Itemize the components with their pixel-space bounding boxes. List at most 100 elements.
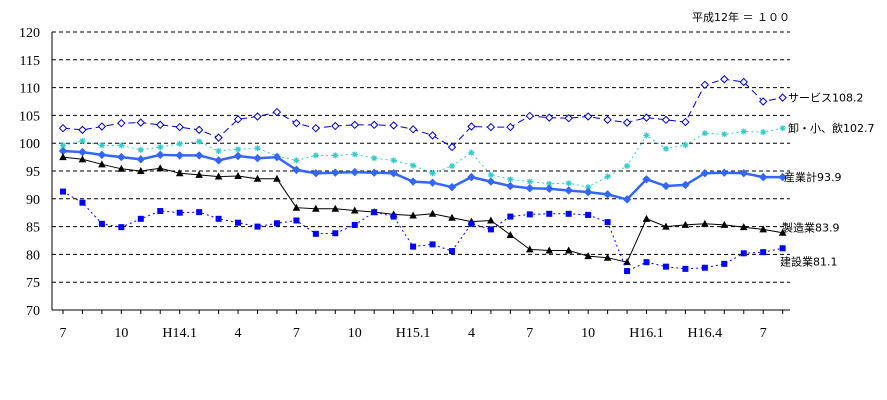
series-label-manufacturing: 製造業83.9 [782,221,840,235]
service-point [253,112,262,121]
wholesale-point [293,157,300,164]
service-point [58,123,68,133]
total-point [408,177,418,186]
wholesale-point [235,146,242,153]
construction-point [293,217,300,224]
construction-point [721,260,728,267]
total-point [97,150,107,160]
series-wholesale [60,125,786,191]
construction-point [215,215,222,222]
total-point [758,172,768,182]
x-tick-label: 7 [60,326,67,341]
manufacturing-point [564,246,573,254]
manufacturing-point [312,204,320,212]
x-tick-label: 7 [293,326,300,341]
wholesale-line [62,127,783,188]
wholesale-point [624,162,631,169]
total-point [739,169,748,178]
service-point [681,117,690,127]
wholesale-point [760,129,767,136]
y-tick-label: 110 [20,82,40,97]
service-point [739,77,748,87]
total-line [62,149,783,201]
construction-point [176,209,183,216]
manufacturing-point [234,172,242,180]
manufacturing-point [253,174,262,182]
service-point [622,118,632,127]
total-point [603,190,612,199]
manufacturing-point [214,172,223,180]
wholesale-point [312,152,319,159]
wholesale-point [507,176,514,183]
service-point [272,107,282,117]
manufacturing-point [681,220,690,228]
y-tick-label: 70 [26,304,40,319]
x-tick-label: 7 [760,326,767,341]
manufacturing-point [584,252,592,260]
series-total [58,146,787,204]
service-point [583,112,593,121]
manufacturing-point [350,206,359,214]
total-point [272,152,282,162]
total-point [78,147,87,157]
total-point [175,151,184,160]
total-point [117,152,126,162]
manufacturing-point [428,209,437,217]
construction-point [312,230,319,237]
total-point [214,156,223,165]
manufacturing-point [739,223,748,231]
wholesale-point [468,149,475,156]
manufacturing-point [448,213,456,221]
series-construction [60,188,786,275]
manufacturing-point [623,258,631,266]
wholesale-point [487,171,494,178]
construction-point [701,264,708,271]
service-point [720,75,729,84]
wholesale-point [390,157,397,164]
total-point [642,175,651,184]
x-tick-label: 10 [114,326,128,341]
construction-point [254,223,261,230]
service-point [156,120,165,130]
x-tick-label: H16.4 [688,326,723,341]
wholesale-point [79,137,86,144]
construction-point [235,219,242,226]
wholesale-point [371,155,378,162]
service-point [428,131,437,140]
service-point [97,122,107,131]
series-manufacturing [59,153,787,266]
service-point [700,80,710,90]
series-label-wholesale: 卸・小、飲102.7 [788,121,875,135]
service-point [467,122,476,131]
y-tick-label: 80 [26,248,40,263]
wholesale-point [643,132,650,139]
service-point [175,122,184,132]
construction-point [779,245,786,252]
total-point [545,184,554,193]
manufacturing-point [506,230,515,238]
x-tick-label: H16.1 [629,326,664,341]
wholesale-point [410,162,417,169]
manufacturing-point [545,246,554,254]
manufacturing-point [273,174,281,182]
manufacturing-point [759,225,767,233]
service-point [525,111,535,121]
service-point [214,133,223,142]
total-point [720,168,729,177]
construction-point [351,221,358,228]
wholesale-point [429,170,436,177]
construction-point [682,265,689,272]
service-point [292,118,301,128]
construction-point [604,219,611,226]
series-label-construction: 建設業81.1 [780,254,838,268]
service-point [311,123,321,133]
construction-point [760,249,767,256]
y-tick-label: 105 [19,109,40,124]
wholesale-point [60,142,66,149]
construction-point [371,209,378,216]
wholesale-point [779,125,786,132]
construction-line [62,191,783,272]
construction-point [157,208,164,215]
construction-point [740,250,747,257]
